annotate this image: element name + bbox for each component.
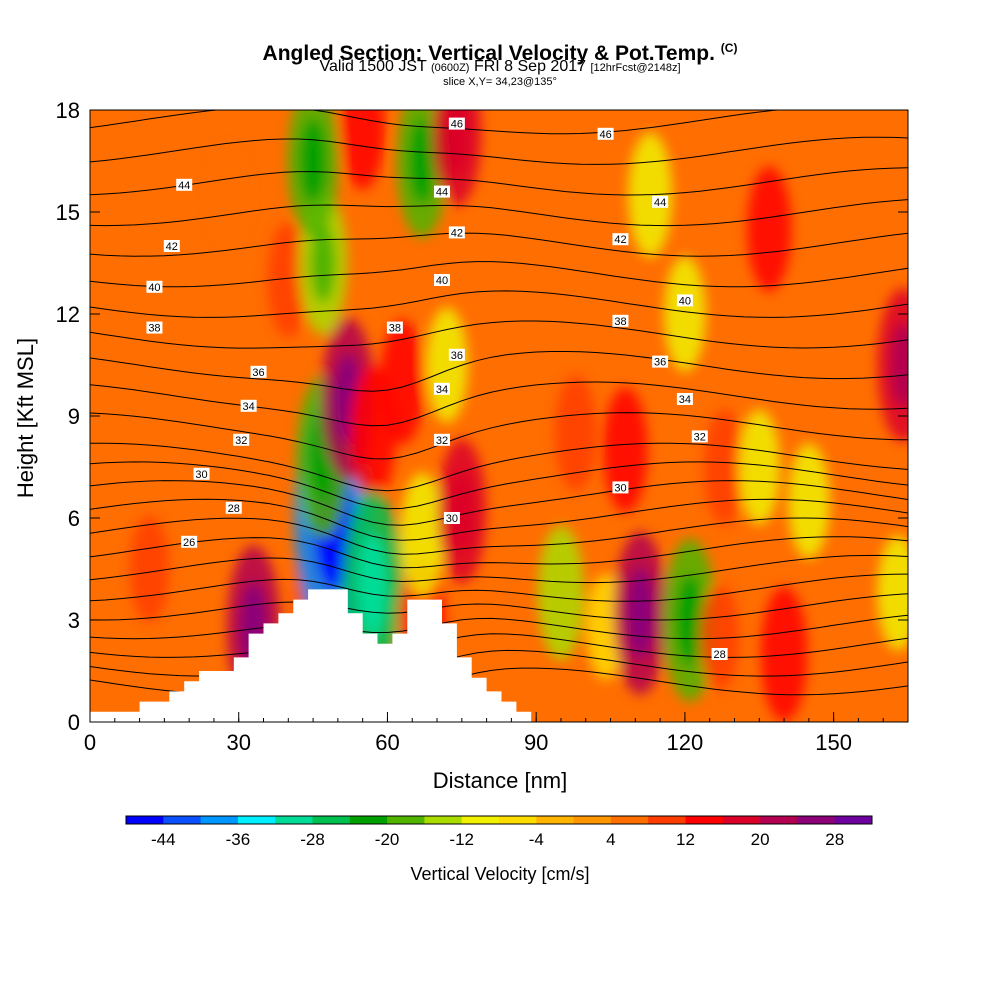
- velocity-cell: [341, 64, 385, 189]
- y-tick-label: 15: [56, 200, 80, 225]
- x-tick-label: 60: [375, 730, 399, 755]
- colorbar-swatch: [350, 816, 388, 824]
- velocity-core: [890, 323, 916, 408]
- theta-label: 42: [451, 227, 463, 239]
- y-tick-label: 9: [68, 404, 80, 429]
- colorbar-swatch: [499, 816, 537, 824]
- colorbar-swatch: [835, 816, 873, 824]
- colorbar-tick-label: 20: [751, 830, 770, 849]
- colorbar-swatch: [648, 816, 686, 824]
- colorbar-swatch: [686, 816, 724, 824]
- theta-label: 32: [694, 431, 706, 443]
- colorbar-swatch: [275, 816, 313, 824]
- theta-label: 28: [228, 503, 240, 515]
- colorbar-tick-label: -28: [300, 830, 325, 849]
- colorbar-swatch: [723, 816, 761, 824]
- colorbar-swatch: [387, 816, 425, 824]
- x-tick-label: 30: [226, 730, 250, 755]
- theta-label: 36: [451, 350, 463, 362]
- theta-label: 28: [713, 649, 725, 661]
- velocity-cell: [210, 147, 247, 244]
- theta-label: 30: [614, 482, 626, 494]
- theta-label: 44: [654, 197, 666, 209]
- colorbar-swatch: [163, 816, 201, 824]
- velocity-cell: [877, 535, 919, 651]
- velocity-core: [409, 119, 435, 204]
- theta-label: 32: [235, 435, 247, 447]
- colorbar-tick-label: -4: [529, 830, 544, 849]
- theta-label: 46: [451, 119, 463, 131]
- colorbar-tick-label: -36: [226, 830, 251, 849]
- theta-label: 26: [183, 537, 195, 549]
- y-tick-label: 6: [68, 506, 80, 531]
- colorbar-swatch: [574, 816, 612, 824]
- theta-label: 34: [243, 401, 255, 413]
- theta-label: 44: [436, 187, 448, 199]
- colorbar-tick-label: -44: [151, 830, 176, 849]
- theta-line: [90, 76, 908, 103]
- x-tick-label: 150: [815, 730, 852, 755]
- x-tick-label: 90: [524, 730, 548, 755]
- colorbar-swatch: [424, 816, 462, 824]
- velocity-cell: [747, 166, 791, 291]
- colorbar-tick-label: -20: [375, 830, 400, 849]
- theta-label: 40: [679, 295, 691, 307]
- x-tick-label: 120: [667, 730, 704, 755]
- theta-label: 38: [389, 323, 401, 335]
- theta-label: 36: [654, 357, 666, 369]
- theta-label: 30: [195, 469, 207, 481]
- theta-label: 38: [148, 323, 160, 335]
- theta-label: 40: [436, 275, 448, 287]
- velocity-core: [300, 119, 326, 204]
- colorbar-tick-label: 28: [825, 830, 844, 849]
- velocity-cell: [130, 516, 169, 622]
- velocity-core: [627, 568, 654, 658]
- theta-label: 34: [679, 394, 691, 406]
- y-tick-label: 18: [56, 98, 80, 123]
- theta-label: 36: [252, 367, 264, 379]
- velocity-cell: [555, 375, 597, 491]
- colorbar-swatch: [797, 816, 835, 824]
- colorbar-swatch: [201, 816, 239, 824]
- y-axis-title: Height [Kft MSL]: [13, 338, 39, 498]
- velocity-core: [445, 94, 469, 173]
- colorbar-swatch: [238, 816, 276, 824]
- velocity-field: [90, 62, 929, 722]
- theta-label: 40: [148, 282, 160, 294]
- y-tick-label: 12: [56, 302, 80, 327]
- theta-label: 42: [614, 234, 626, 246]
- y-tick-label: 3: [68, 608, 80, 633]
- velocity-cell: [664, 256, 706, 372]
- colorbar-swatch: [313, 816, 351, 824]
- x-tick-label: 0: [84, 730, 96, 755]
- colorbar-swatch: [760, 816, 798, 824]
- colorbar-tick-label: 4: [606, 830, 615, 849]
- colorbar-title: Vertical Velocity [cm/s]: [0, 864, 1000, 885]
- theta-label: 32: [436, 435, 448, 447]
- colorbar: -44 -36 -28 -20 -12 -4 4 12 20 28: [126, 816, 873, 849]
- colorbar-swatch: [611, 816, 649, 824]
- colorbar-tick-label: 12: [676, 830, 695, 849]
- velocity-core: [450, 472, 474, 551]
- colorbar-swatch: [536, 816, 574, 824]
- theta-label: 38: [614, 316, 626, 328]
- theta-label: 46: [599, 129, 611, 141]
- colorbar-swatch: [462, 816, 500, 824]
- colorbar-tick-label: -12: [449, 830, 474, 849]
- theta-label: 34: [436, 384, 448, 396]
- theta-label: 42: [166, 241, 178, 253]
- theta-label: 44: [178, 180, 190, 192]
- theta-label: 30: [446, 513, 458, 525]
- chart-canvas: 2628303234363840424430323436384042444630…: [0, 0, 1000, 1000]
- y-tick-label: 0: [68, 710, 80, 735]
- colorbar-swatch: [126, 816, 164, 824]
- x-axis-title: Distance [nm]: [0, 768, 1000, 794]
